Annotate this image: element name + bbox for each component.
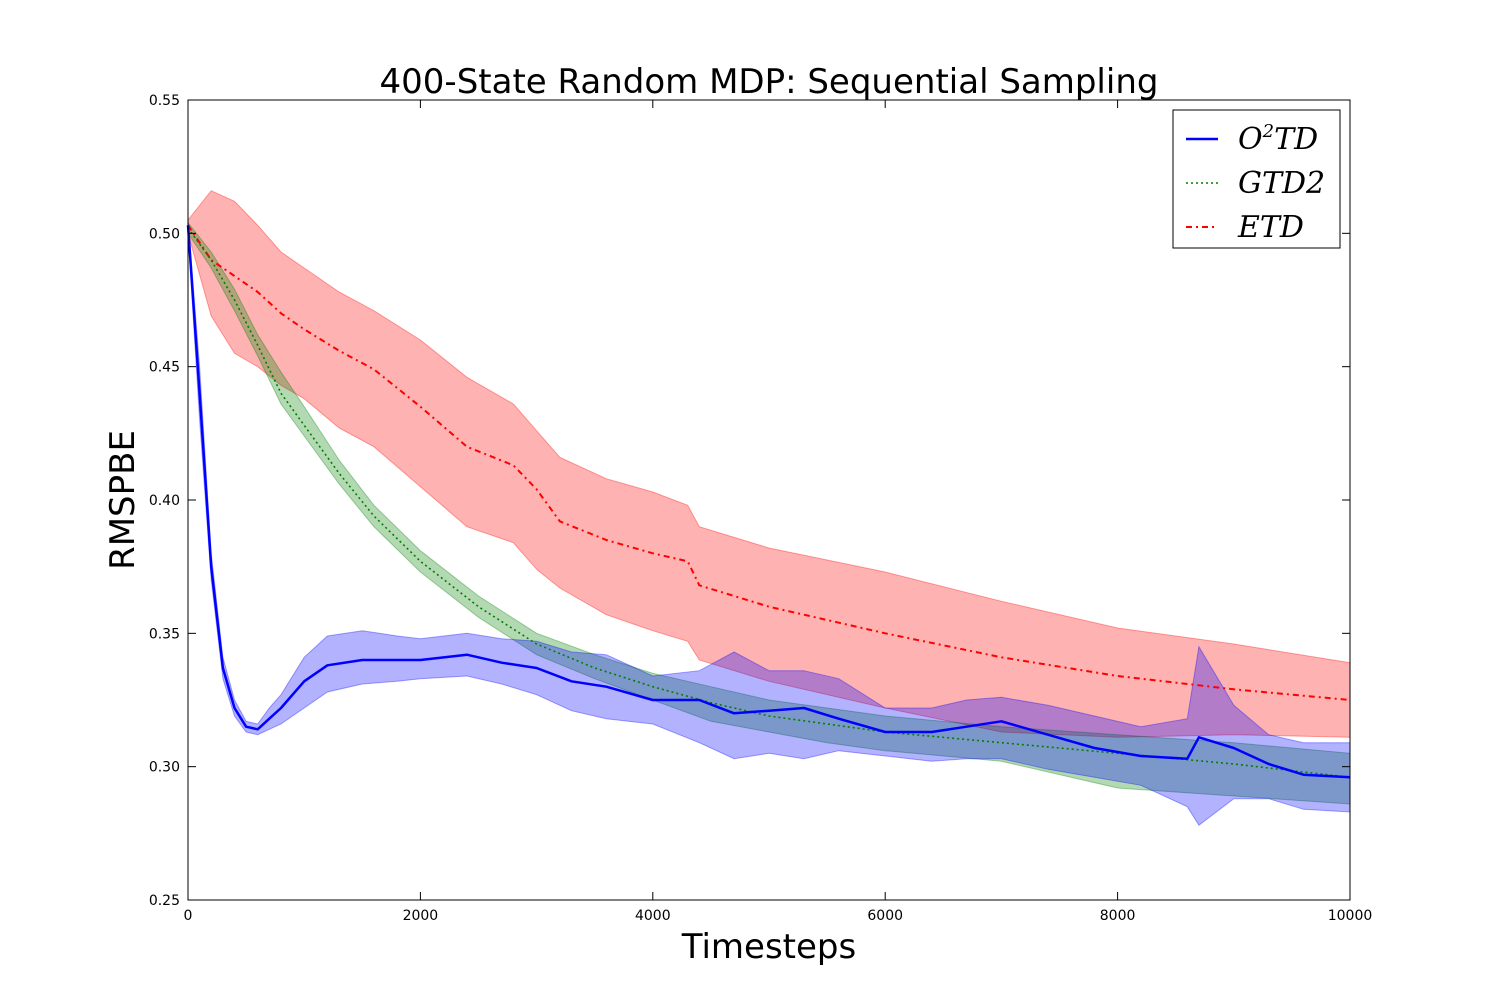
y-tick-label: 0.55 bbox=[149, 93, 180, 109]
axis-ticks: 0 2000 4000 6000 8000 10000 0.25 0.30 0.35 0.40 0.… bbox=[149, 93, 1372, 924]
legend-label: ETD bbox=[1237, 210, 1304, 245]
line-o2td bbox=[186, 225, 1351, 779]
legend-label: O2TD bbox=[1238, 121, 1318, 157]
legend: O2TD GTD2 ETD bbox=[1172, 109, 1341, 249]
x-tick-label: 10000 bbox=[1328, 908, 1373, 924]
x-tick-label: 2000 bbox=[403, 908, 439, 924]
y-tick-label: 0.40 bbox=[149, 493, 180, 509]
y-tick-label: 0.45 bbox=[149, 360, 180, 376]
y-tick-label: 0.35 bbox=[149, 626, 180, 642]
legend-label: GTD2 bbox=[1238, 166, 1325, 201]
legend-item-etd: ETD bbox=[1186, 210, 1304, 245]
x-tick-label: 0 bbox=[184, 908, 193, 924]
series-lines bbox=[186, 224, 1351, 779]
y-axis-label: RMSPBE bbox=[103, 430, 143, 570]
chart-title: 400-State Random MDP: Sequential Samplin… bbox=[380, 62, 1159, 102]
x-axis-label: Timesteps bbox=[681, 927, 856, 967]
legend-item-o2td: O2TD bbox=[1186, 121, 1318, 157]
x-tick-label: 6000 bbox=[867, 908, 903, 924]
line-gtd2 bbox=[187, 227, 1351, 779]
x-tick-label: 8000 bbox=[1100, 908, 1136, 924]
legend-item-gtd2: GTD2 bbox=[1186, 166, 1325, 201]
y-tick-label: 0.25 bbox=[149, 893, 180, 909]
legend-frame bbox=[1172, 109, 1341, 249]
x-tick-label: 4000 bbox=[635, 908, 671, 924]
y-tick-label: 0.50 bbox=[149, 226, 180, 242]
y-tick-label: 0.30 bbox=[149, 760, 180, 776]
line-etd bbox=[187, 224, 1351, 701]
